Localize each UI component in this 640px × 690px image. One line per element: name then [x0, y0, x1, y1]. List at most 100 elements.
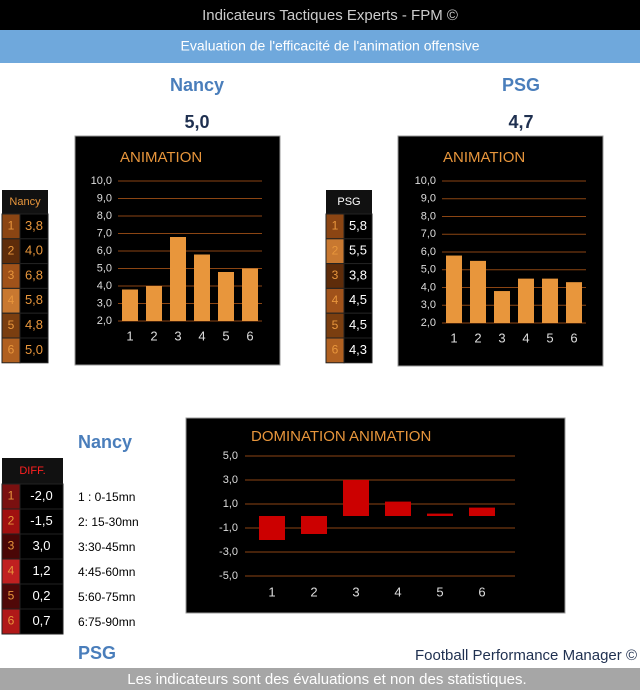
y-tick-label: -1,0 — [219, 522, 238, 534]
value-cell — [19, 533, 64, 560]
row-index: 5 — [8, 589, 15, 603]
period-label: 3:30-45mn — [78, 540, 135, 554]
row-value: -1,5 — [30, 513, 52, 528]
row-value: 5,0 — [25, 342, 43, 357]
x-tick-label: 6 — [246, 328, 253, 343]
bar — [542, 278, 558, 323]
y-tick-label: 7,0 — [421, 228, 436, 240]
legend-team: Nancy — [78, 432, 132, 452]
row-value: 0,7 — [32, 613, 50, 628]
chart-title: ANIMATION — [120, 149, 202, 166]
row-index: 5 — [332, 318, 339, 332]
x-tick-label: 4 — [198, 328, 205, 343]
y-tick-label: 3,0 — [421, 299, 436, 311]
bar — [469, 507, 495, 516]
y-tick-label: 4,0 — [97, 280, 112, 292]
value-cell — [343, 238, 373, 265]
value-cell — [19, 558, 64, 585]
period-label: 2: 15-30mn — [78, 515, 139, 529]
x-tick-label: 3 — [498, 330, 505, 345]
row-index: 1 — [8, 489, 15, 503]
y-tick-label: 8,0 — [421, 210, 436, 222]
value-cell — [19, 583, 64, 610]
x-tick-label: 4 — [394, 584, 401, 599]
row-value: 5,8 — [349, 218, 367, 233]
y-tick-label: 7,0 — [97, 227, 112, 239]
bar — [122, 289, 138, 321]
row-value: 4,5 — [349, 317, 367, 332]
row-index: 4 — [8, 293, 15, 307]
y-tick-label: 2,0 — [421, 317, 436, 329]
x-tick-label: 5 — [222, 328, 229, 343]
row-index: 5 — [8, 318, 15, 332]
y-tick-label: 3,0 — [223, 474, 238, 486]
y-tick-label: 9,0 — [421, 193, 436, 205]
page-title: Indicateurs Tactiques Experts - FPM © — [202, 7, 458, 24]
value-cell — [343, 287, 373, 314]
value-cell — [19, 238, 49, 265]
y-tick-label: 9,0 — [97, 192, 112, 204]
table-header: DIFF. — [19, 465, 45, 477]
table-header-cell — [326, 190, 372, 214]
bar — [494, 291, 510, 323]
row-value: 5,8 — [25, 292, 43, 307]
footer-bar — [0, 668, 640, 690]
team-score: 4,7 — [508, 112, 533, 132]
x-tick-label: 3 — [352, 584, 359, 599]
y-tick-label: 6,0 — [421, 246, 436, 258]
x-tick-label: 1 — [450, 330, 457, 345]
x-tick-label: 3 — [174, 328, 181, 343]
team-name: Nancy — [170, 75, 224, 95]
row-index: 4 — [332, 293, 339, 307]
x-tick-label: 6 — [478, 584, 485, 599]
bar — [470, 260, 486, 323]
row-index: 1 — [8, 219, 15, 233]
y-tick-label: 5,0 — [97, 262, 112, 274]
x-tick-label: 1 — [126, 328, 133, 343]
row-index: 3 — [8, 539, 15, 553]
row-index: 4 — [8, 564, 15, 578]
row-value: 4,8 — [25, 317, 43, 332]
bottom-team: PSG — [78, 643, 116, 663]
team-score: 5,0 — [184, 112, 209, 132]
bar — [146, 286, 162, 321]
chart-title: ANIMATION — [443, 149, 525, 166]
row-index: 2 — [8, 514, 15, 528]
table-header: PSG — [337, 196, 360, 208]
row-value: 3,0 — [32, 538, 50, 553]
page-subtitle: Evaluation de l'efficacité de l'animatio… — [180, 38, 479, 54]
period-label: 1 : 0-15mn — [78, 490, 135, 504]
credit: Football Performance Manager © — [415, 647, 637, 664]
row-index: 6 — [8, 614, 15, 628]
top-bar — [0, 0, 640, 30]
value-cell — [343, 312, 373, 339]
row-value: 0,2 — [32, 588, 50, 603]
row-value: 4,3 — [349, 342, 367, 357]
row-value: 5,5 — [349, 243, 367, 258]
y-tick-label: 1,0 — [223, 498, 238, 510]
row-value: -2,0 — [30, 488, 52, 503]
row-index: 6 — [8, 343, 15, 357]
row-index: 3 — [332, 268, 339, 282]
x-tick-label: 1 — [268, 584, 275, 599]
y-tick-label: 5,0 — [223, 450, 238, 462]
bar — [446, 255, 462, 323]
bar — [385, 501, 411, 516]
period-label: 4:45-60mn — [78, 565, 135, 579]
bar — [194, 254, 210, 321]
bar — [259, 516, 285, 540]
x-tick-label: 6 — [570, 330, 577, 345]
row-index: 1 — [332, 219, 339, 233]
y-tick-label: -3,0 — [219, 546, 238, 558]
chart-background — [185, 417, 566, 614]
bar — [170, 237, 186, 321]
y-tick-label: 8,0 — [97, 210, 112, 222]
row-value: 1,2 — [32, 563, 50, 578]
bar — [343, 480, 369, 516]
y-tick-label: 4,0 — [421, 281, 436, 293]
y-tick-label: -5,0 — [219, 570, 238, 582]
value-cell — [19, 287, 49, 314]
footer-text: Les indicateurs sont des évaluations et … — [127, 671, 526, 688]
team-name: PSG — [502, 75, 540, 95]
